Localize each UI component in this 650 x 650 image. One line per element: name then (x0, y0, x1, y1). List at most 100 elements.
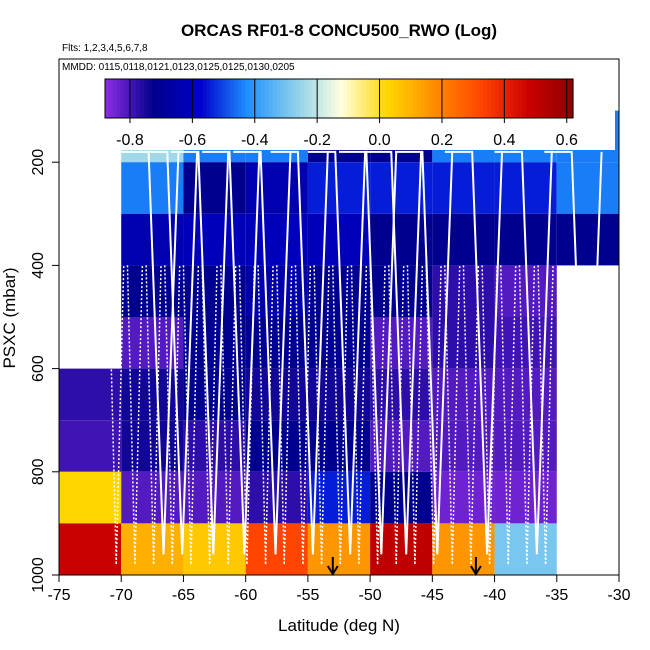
colorbar-swatch (112, 79, 118, 118)
colorbar-swatch (537, 79, 543, 118)
colorbar-swatch (202, 79, 207, 118)
x-tick-label: -55 (296, 587, 319, 604)
colorbar-swatch (128, 79, 133, 118)
colorbar-swatch (456, 79, 461, 118)
colorbar-swatch (264, 79, 270, 118)
flight-track (270, 150, 329, 555)
colorbar-swatch (163, 79, 168, 118)
colorbar-swatch (514, 79, 519, 118)
x-tick-label: -65 (172, 587, 195, 604)
colorbar-swatch (144, 79, 149, 118)
colorbar-swatch (370, 79, 375, 118)
colorbar-swatch (401, 79, 406, 118)
flight-tracks (108, 150, 603, 565)
heatmap-cell (183, 162, 246, 214)
colorbar-swatch (147, 79, 153, 118)
colorbar-swatch (362, 79, 367, 118)
heatmap-cell (59, 471, 122, 524)
arrow-head (326, 565, 339, 576)
y-axis-label: PSXC (mbar) (0, 267, 19, 368)
colorbar-swatch (237, 79, 243, 118)
colorbar-tick-label: 0.4 (493, 132, 515, 149)
colorbar-swatch (463, 79, 469, 118)
colorbar-tick-label: -0.2 (303, 132, 331, 149)
x-tick-label: -70 (110, 587, 133, 604)
colorbar-swatch (385, 79, 391, 118)
colorbar-swatch (218, 79, 223, 118)
arrow-head (470, 565, 482, 576)
colorbar-swatch (526, 79, 531, 118)
colorbar-swatch (183, 79, 188, 118)
colorbar-swatch (210, 79, 215, 118)
colorbar-swatch (495, 79, 500, 118)
colorbar-swatch (233, 79, 239, 118)
flight-track (171, 150, 230, 555)
x-tick-label: -30 (607, 587, 630, 604)
colorbar-swatch (498, 79, 504, 118)
heatmap-cell (245, 317, 308, 369)
heatmap-cell (432, 523, 495, 575)
colorbar-swatch (214, 79, 219, 118)
colorbar-swatch (155, 79, 161, 118)
heatmap-cell (245, 162, 308, 214)
colorbar-swatch (405, 79, 410, 118)
colorbar-swatch (459, 79, 465, 118)
colorbar-swatch (479, 79, 484, 118)
colorbar-swatch (327, 79, 332, 118)
flight-track (494, 150, 553, 555)
heatmap-cell (307, 317, 371, 369)
colorbar-swatch (116, 79, 122, 118)
colorbar-swatch (167, 79, 172, 118)
colorbar-swatch (335, 79, 340, 118)
colorbar-swatch (151, 79, 157, 118)
colorbar-swatch (561, 79, 566, 118)
colorbar-swatch (424, 79, 430, 118)
colorbar-swatch (136, 79, 141, 118)
y-axis: 200 400 600 800 1000 (30, 149, 60, 593)
colorbar-swatch (315, 79, 321, 118)
colorbar-swatch (311, 79, 317, 118)
colorbar-swatch (284, 79, 289, 118)
colorbar-swatch (303, 79, 309, 118)
flight-track (395, 150, 454, 555)
arrow-markers (326, 556, 482, 576)
colorbar-swatch (420, 79, 426, 118)
heatmap-cell (59, 420, 122, 472)
flight-track (139, 150, 199, 555)
x-tick-label: -60 (234, 587, 257, 604)
colorbar-swatch (569, 79, 574, 118)
colorbar-swatch (241, 79, 246, 118)
heatmap-cell (121, 162, 184, 214)
heatmap-cell (370, 523, 433, 575)
heatmap-cell (432, 317, 495, 369)
heatmap-cell (494, 162, 557, 214)
colorbar-swatch (366, 79, 371, 118)
colorbar-swatch (350, 79, 356, 118)
colorbar-swatch (413, 79, 418, 118)
colorbar-swatch (545, 79, 551, 118)
colorbar-swatch (339, 79, 344, 118)
colorbar-swatch (483, 79, 488, 118)
colorbar-swatch (393, 79, 399, 118)
colorbar-swatch (253, 79, 258, 118)
y-tick-label: 200 (30, 149, 47, 176)
heatmap-cell (432, 162, 495, 214)
colorbar-swatch (261, 79, 266, 118)
colorbar-swatch (300, 79, 305, 118)
heatmap-cell (370, 213, 433, 266)
colorbar-swatch (288, 79, 293, 118)
colorbar-swatch (175, 79, 180, 118)
colorbar-tick-label: -0.4 (241, 132, 269, 149)
colorbar-swatch (530, 79, 535, 118)
colorbar-swatch (475, 79, 480, 118)
heatmap-cell (494, 368, 557, 421)
flight-track (444, 150, 504, 555)
colorbar-swatch (374, 79, 379, 118)
colorbar-swatch (229, 79, 235, 118)
flight-track (339, 150, 398, 555)
flight-track (544, 150, 603, 555)
heatmap-cell (556, 162, 619, 214)
colorbar-swatch (502, 79, 508, 118)
colorbar-swatch (358, 79, 363, 118)
